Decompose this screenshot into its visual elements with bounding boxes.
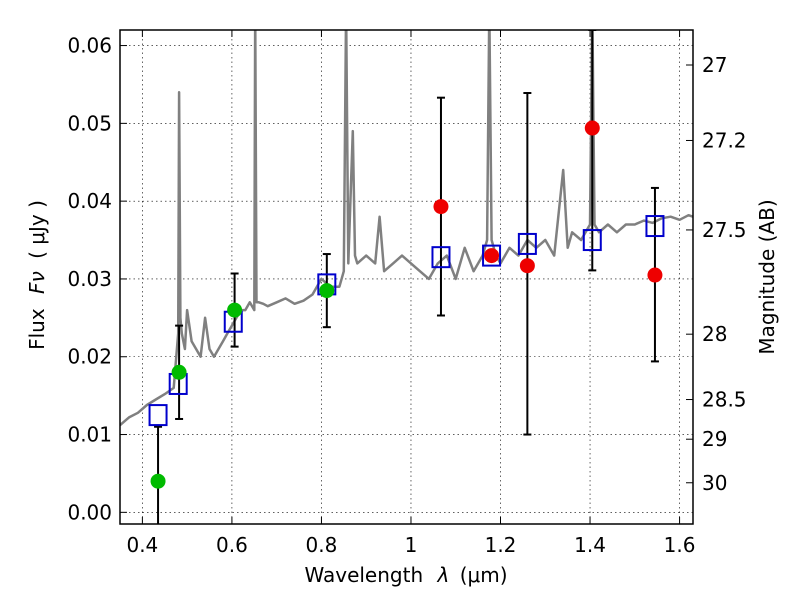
y2-tick-label: 28.5 xyxy=(702,388,747,412)
detection-point xyxy=(227,302,243,318)
model-square-marker xyxy=(582,229,602,252)
upper-limit-point xyxy=(584,120,600,136)
error-bars xyxy=(154,30,659,524)
data-markers xyxy=(148,120,665,489)
axes: 0.4 0.6 0.8 1 1.2 1.4 1.6 0.00 0.01 0.02 0.03 0.04 0… xyxy=(67,29,747,557)
y-axis-label: Flux Fν ( μJy ) xyxy=(25,200,49,350)
x-tick-label: 1.2 xyxy=(485,533,517,557)
y-tick-label: 0.00 xyxy=(67,500,112,524)
spectrum-line xyxy=(120,30,693,427)
y2-tick-label: 29 xyxy=(702,427,727,451)
model-spectrum xyxy=(120,30,693,427)
y-tick-label: 0.06 xyxy=(67,34,112,58)
upper-limit-point xyxy=(433,199,449,215)
x-tick-label: 0.8 xyxy=(306,533,338,557)
detection-point xyxy=(150,473,166,489)
x-tick-label: 1.6 xyxy=(664,533,696,557)
y2-axis-label: Magnitude (AB) xyxy=(755,199,779,354)
model-square-marker xyxy=(517,232,537,255)
model-square-marker xyxy=(148,404,168,427)
y2-tick-label: 27 xyxy=(702,53,727,77)
model-square-marker xyxy=(645,215,665,238)
y-tick-label: 0.01 xyxy=(67,423,112,447)
x-tick-label: 0.4 xyxy=(126,533,158,557)
detection-point xyxy=(319,283,335,299)
grid xyxy=(120,30,693,524)
model-square-marker xyxy=(431,246,451,269)
y-tick-label: 0.03 xyxy=(67,267,112,291)
y2-tick-label: 27.5 xyxy=(702,218,747,242)
x-axis-label: Wavelength λ (μm) xyxy=(304,563,507,587)
detection-point xyxy=(171,364,187,380)
y2-tick-label: 27.2 xyxy=(702,128,747,152)
upper-limit-point xyxy=(647,267,663,283)
y2-tick-label: 30 xyxy=(702,471,727,495)
x-tick-label: 0.6 xyxy=(216,533,248,557)
plot-frame xyxy=(119,29,694,525)
y-tick-label: 0.05 xyxy=(67,111,112,135)
y-tick-label: 0.04 xyxy=(67,189,112,213)
y2-tick-label: 28 xyxy=(702,322,727,346)
upper-limit-point xyxy=(484,248,500,264)
x-tick-label: 1 xyxy=(405,533,418,557)
x-tick-label: 1.4 xyxy=(574,533,606,557)
y-tick-label: 0.02 xyxy=(67,345,112,369)
model-square-marker xyxy=(482,244,502,267)
upper-limit-point xyxy=(519,258,535,274)
